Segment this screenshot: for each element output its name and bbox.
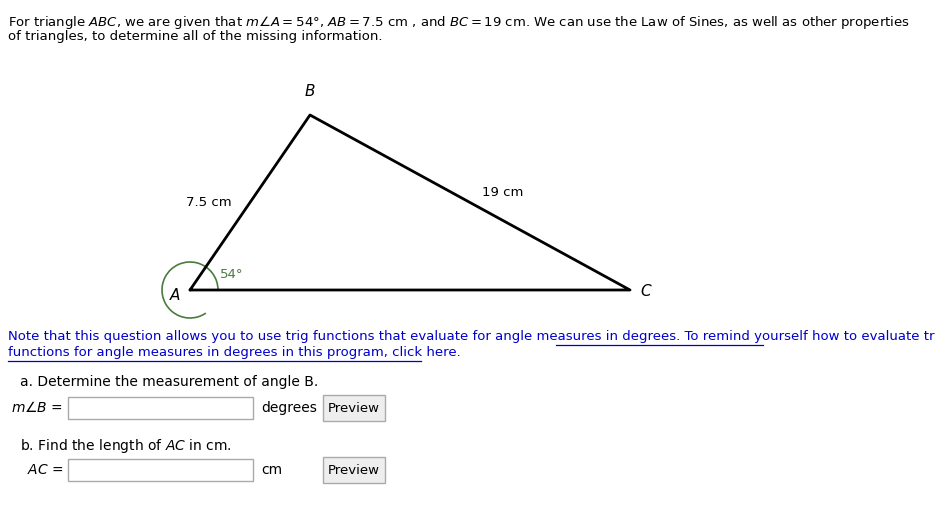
FancyBboxPatch shape [68, 459, 253, 481]
Text: cm: cm [261, 463, 282, 477]
Text: Preview: Preview [328, 463, 380, 476]
Text: $\mathit{AC}$ =: $\mathit{AC}$ = [26, 463, 63, 477]
FancyBboxPatch shape [323, 395, 385, 421]
Text: 54°: 54° [220, 268, 243, 281]
FancyBboxPatch shape [323, 457, 385, 483]
Text: degrees: degrees [261, 401, 317, 415]
Text: $m\angle B$ =: $m\angle B$ = [11, 400, 63, 415]
FancyBboxPatch shape [68, 397, 253, 419]
Text: B: B [305, 84, 315, 99]
Text: functions for angle measures in degrees in this program, click here.: functions for angle measures in degrees … [8, 346, 461, 359]
Text: A: A [169, 288, 180, 303]
Text: of triangles, to determine all of the missing information.: of triangles, to determine all of the mi… [8, 30, 382, 43]
Text: 7.5 cm: 7.5 cm [186, 196, 232, 209]
Text: 19 cm: 19 cm [482, 186, 524, 199]
Text: For triangle $\mathit{ABC}$, we are given that $m\angle A = 54°$, $\mathit{AB} =: For triangle $\mathit{ABC}$, we are give… [8, 14, 910, 31]
Text: b. Find the length of $\mathit{AC}$ in cm.: b. Find the length of $\mathit{AC}$ in c… [20, 437, 232, 455]
Text: C: C [640, 284, 651, 300]
Text: a. Determine the measurement of angle B.: a. Determine the measurement of angle B. [20, 375, 318, 389]
Text: Note that this question allows you to use trig functions that evaluate for angle: Note that this question allows you to us… [8, 330, 935, 343]
Text: Preview: Preview [328, 401, 380, 414]
